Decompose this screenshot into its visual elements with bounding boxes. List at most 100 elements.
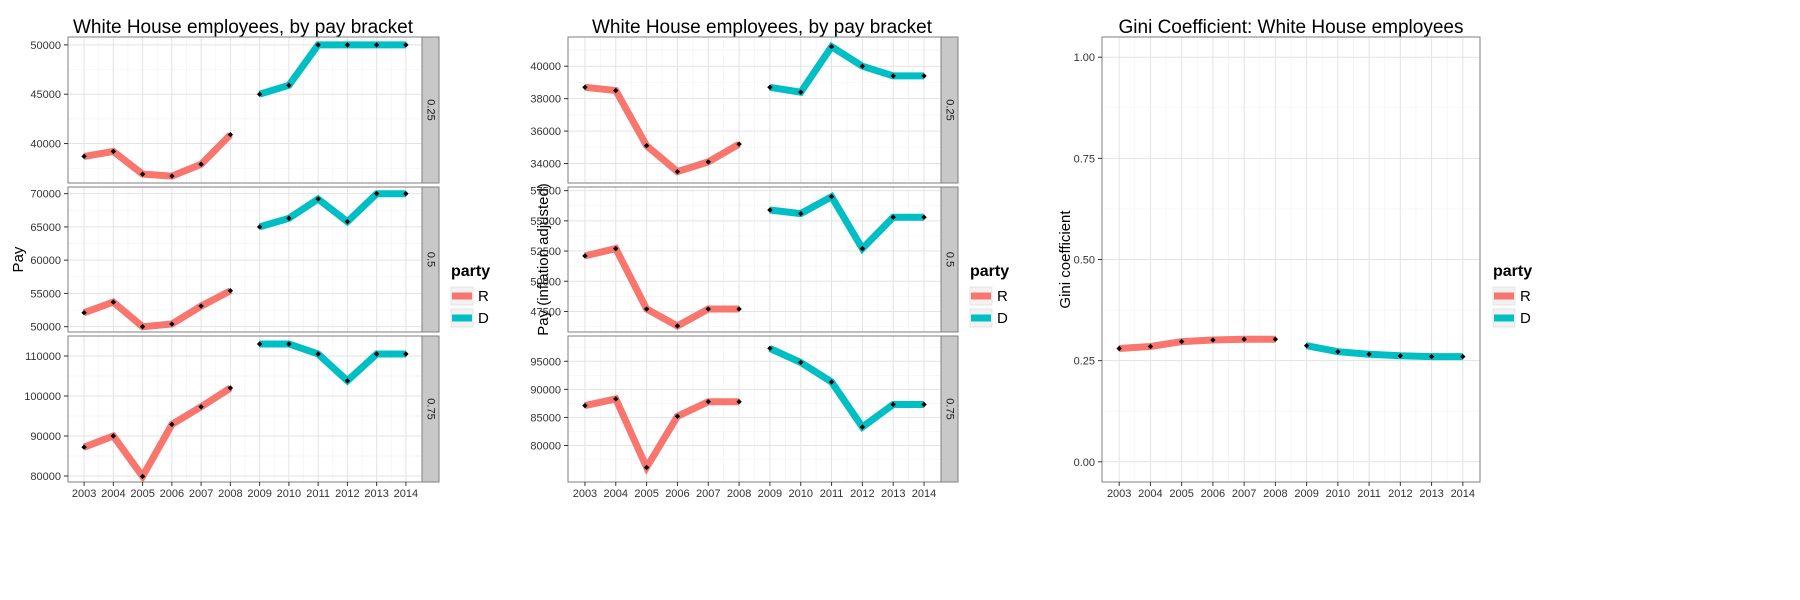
y-tick-label: 55000 [530, 216, 561, 228]
y-tick-label: 40000 [530, 61, 561, 73]
legend-label-D: D [478, 310, 489, 327]
data-point-R [198, 161, 204, 167]
data-point-R [736, 141, 742, 147]
x-tick-label: 2013 [1419, 488, 1443, 500]
y-tick-label: 57500 [530, 186, 561, 198]
facet-strip-label: 0.5 [944, 252, 956, 267]
y-tick-label: 52500 [530, 246, 561, 258]
series-line-D [769, 192, 924, 255]
legend-label-R: R [478, 288, 489, 305]
series-line-R [1118, 335, 1276, 352]
legend-label-D: D [1520, 310, 1531, 327]
data-point-R [81, 310, 87, 316]
x-tick-label: 2011 [306, 488, 330, 500]
data-point-D [373, 351, 380, 357]
data-point-R [674, 168, 681, 175]
y-tick-label: 50000 [30, 322, 61, 334]
y-tick-label: 47500 [530, 306, 561, 318]
data-point-D [921, 73, 927, 79]
data-point-D [890, 401, 896, 408]
data-point-D [286, 82, 292, 89]
y-tick-label: 90000 [30, 431, 61, 443]
y-tick-label: 0.50 [1074, 255, 1095, 267]
data-point-R [1147, 343, 1154, 350]
data-point-D [1428, 353, 1435, 360]
series-line-R [82, 385, 233, 483]
x-tick-label: 2007 [1232, 488, 1256, 500]
y-tick-label: 100000 [24, 391, 61, 403]
x-tick-label: 2009 [758, 488, 782, 500]
data-point-R [110, 433, 117, 439]
x-tick-label: 2004 [604, 488, 628, 500]
data-point-D [373, 42, 380, 48]
data-point-D [798, 359, 804, 366]
data-point-R [1272, 336, 1279, 342]
data-point-D [767, 207, 773, 213]
data-point-R [169, 421, 175, 428]
data-point-D [890, 73, 896, 79]
y-tick-label: 40000 [30, 139, 61, 151]
data-point-D [859, 63, 866, 69]
series-line-R [584, 244, 740, 330]
x-tick-label: 2008 [1263, 488, 1287, 500]
x-tick-label: 2006 [665, 488, 689, 500]
legend: party RD [450, 263, 490, 328]
series-line-D [1305, 342, 1463, 361]
x-tick-label: 2014 [394, 488, 418, 500]
y-tick-label: 45000 [30, 89, 61, 101]
data-point-D [1303, 342, 1310, 349]
x-tick-label: 2005 [1169, 488, 1193, 500]
series-line-D [768, 345, 924, 432]
data-point-D [403, 42, 409, 48]
x-tick-label: 2005 [130, 488, 154, 500]
data-point-D [798, 89, 804, 95]
data-point-D [1335, 349, 1341, 355]
data-point-D [767, 345, 773, 352]
chart-1: White House employees, by pay bracket Pay… [10, 17, 490, 500]
x-tick-label: 2003 [573, 488, 597, 500]
x-tick-label: 2007 [189, 488, 213, 500]
x-tick-label: 2013 [364, 488, 388, 500]
data-point-D [859, 245, 866, 252]
x-tick-label: 2011 [820, 488, 844, 500]
chart-2: White House employees, by pay bracket Pay… [530, 17, 1009, 500]
data-point-R [110, 148, 117, 155]
y-tick-label: 50000 [30, 40, 61, 52]
data-point-D [1366, 351, 1372, 357]
data-point-R [582, 253, 588, 259]
facet-strip-label: 0.75 [425, 398, 437, 419]
facet-panel-0.25: 40000 45000 50000 0.25 [30, 36, 440, 184]
chart-3: Gini Coefficient: White House employees G… [1057, 17, 1532, 500]
y-tick-label: 36000 [530, 126, 561, 138]
series-line-R [584, 394, 740, 475]
y-tick-label: 60000 [30, 255, 61, 267]
data-point-R [1241, 336, 1247, 342]
chart-title: Gini Coefficient: White House employees [1119, 17, 1464, 38]
x-tick-label: 2007 [696, 488, 720, 500]
data-point-D [798, 210, 804, 217]
data-point-R [198, 303, 204, 309]
data-point-R [1210, 337, 1216, 343]
data-point-D [256, 91, 263, 97]
facet-strip [940, 335, 959, 483]
facet-strip-label: 0.25 [944, 99, 956, 120]
x-tick-label: 2008 [727, 488, 751, 500]
x-tick-label: 2014 [912, 488, 936, 500]
legend-title: party [1493, 263, 1532, 280]
y-tick-label: 110000 [25, 351, 61, 363]
y-axis-title: Pay [10, 246, 27, 272]
y-tick-label: 95000 [530, 356, 561, 368]
data-point-D [256, 341, 263, 347]
facet-panel-0.75: 80000 85000 90000 95000 0.75 [530, 335, 959, 483]
data-point-R [643, 142, 650, 149]
data-point-R [227, 288, 234, 294]
data-point-D [1397, 353, 1404, 359]
legend-label-D: D [997, 310, 1008, 327]
x-tick-label: 2010 [1326, 488, 1350, 500]
data-point-R [1116, 345, 1122, 352]
facet-strip-label: 0.5 [425, 252, 437, 267]
series-line-D [769, 41, 924, 97]
data-point-R [110, 299, 117, 305]
